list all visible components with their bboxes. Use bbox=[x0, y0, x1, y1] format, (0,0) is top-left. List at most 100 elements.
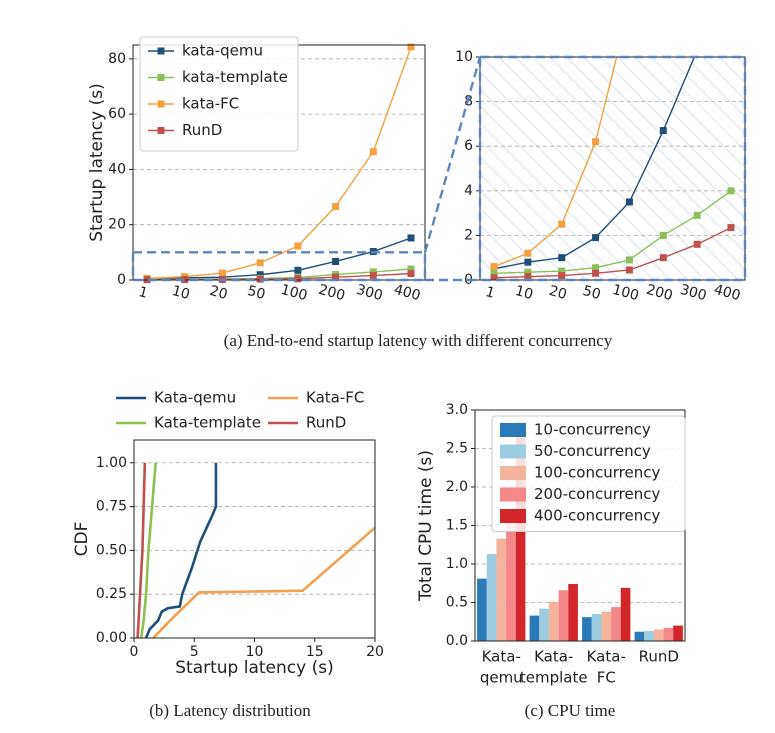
x-tick-label: FC bbox=[597, 669, 616, 687]
zoom-connector bbox=[423, 56, 482, 253]
marker bbox=[256, 271, 264, 279]
bar bbox=[568, 584, 578, 641]
legend-label: 400-concurrency bbox=[534, 507, 660, 525]
y-tick-label: 0.50 bbox=[96, 542, 127, 558]
x-tick-label: 400 bbox=[712, 282, 742, 304]
bar bbox=[548, 601, 559, 641]
caption: (b) Latency distribution bbox=[149, 701, 311, 720]
x-tick-label: Kata- bbox=[482, 648, 521, 666]
x-tick-label: 300 bbox=[678, 282, 708, 304]
series-line bbox=[493, 190, 732, 275]
x-tick-label: 10 bbox=[246, 644, 264, 660]
y-axis-label: Total CPU time (s) bbox=[416, 450, 436, 602]
y-tick-label: 0 bbox=[117, 272, 126, 288]
y-tick-label: 10 bbox=[455, 49, 473, 65]
marker bbox=[558, 254, 566, 262]
legend-label: 200-concurrency bbox=[534, 485, 660, 503]
marker bbox=[490, 269, 498, 277]
x-tick-label: 5 bbox=[190, 644, 199, 660]
legend-swatch bbox=[500, 509, 526, 523]
bar bbox=[591, 614, 602, 641]
axes-frame bbox=[133, 439, 376, 639]
plot-area bbox=[136, 462, 376, 639]
marker bbox=[332, 202, 340, 210]
caption: (a) End-to-end startup latency with diff… bbox=[224, 331, 613, 350]
marker bbox=[693, 211, 701, 219]
legend-swatch bbox=[500, 487, 526, 502]
y-tick-label: 2 bbox=[464, 227, 473, 243]
x-tick-label: 200 bbox=[317, 282, 347, 304]
bar bbox=[477, 578, 487, 641]
x-tick-label: 50 bbox=[581, 283, 602, 303]
x-tick-label: 20 bbox=[547, 283, 568, 303]
y-tick-label: 40 bbox=[108, 161, 126, 177]
x-tick-label: 20 bbox=[366, 644, 384, 660]
legend-marker bbox=[157, 47, 165, 55]
x-tick-label: RunD bbox=[639, 648, 679, 666]
x-tick-label: 1 bbox=[484, 284, 497, 302]
marker bbox=[592, 264, 600, 272]
y-tick-label: 0.75 bbox=[96, 499, 127, 515]
legend-label: Kata-qemu bbox=[154, 389, 236, 407]
bar bbox=[620, 587, 631, 641]
legend-marker bbox=[157, 127, 165, 134]
x-tick-label: Kata- bbox=[534, 648, 573, 666]
y-axis-label: CDF bbox=[72, 522, 92, 557]
x-tick-label: 10 bbox=[170, 283, 191, 303]
marker bbox=[490, 263, 498, 271]
y-tick-label: 6 bbox=[464, 138, 473, 154]
marker bbox=[727, 224, 735, 232]
marker bbox=[490, 274, 498, 280]
x-tick-label: 200 bbox=[644, 282, 674, 304]
y-axis-label: Startup latency (s) bbox=[87, 83, 107, 241]
series-line bbox=[493, 226, 732, 279]
marker bbox=[369, 268, 377, 276]
y-tick-label: 20 bbox=[108, 217, 126, 233]
bar bbox=[539, 608, 549, 641]
marker bbox=[625, 266, 633, 274]
legend-label: Kata-FC bbox=[306, 389, 364, 407]
legend-swatch bbox=[500, 423, 526, 437]
marker bbox=[332, 257, 340, 265]
zoom-frame bbox=[478, 55, 747, 282]
y-tick-label: 0.0 bbox=[446, 633, 468, 649]
legend-marker bbox=[157, 74, 165, 81]
marker bbox=[294, 242, 302, 250]
bar bbox=[634, 631, 645, 641]
y-tick-label: 2.0 bbox=[446, 479, 468, 495]
legend-marker bbox=[157, 100, 165, 108]
y-tick-label: 0.5 bbox=[446, 595, 468, 611]
marker bbox=[294, 275, 302, 283]
marker bbox=[592, 138, 600, 146]
y-tick-label: 1.5 bbox=[446, 518, 468, 534]
plot-area bbox=[490, 57, 735, 280]
series-line bbox=[146, 237, 412, 280]
legend-label: 10-concurrency bbox=[534, 421, 651, 439]
y-tick-label: 3.0 bbox=[446, 402, 468, 418]
marker bbox=[524, 249, 532, 257]
legend-box bbox=[139, 36, 299, 152]
marker bbox=[727, 187, 735, 195]
bar bbox=[496, 538, 507, 641]
series-line bbox=[493, 57, 618, 268]
marker bbox=[659, 127, 667, 135]
x-tick-label: template bbox=[520, 669, 588, 687]
legend-label: RunD bbox=[182, 121, 222, 139]
y-tick-label: 80 bbox=[108, 51, 126, 67]
marker bbox=[524, 273, 532, 280]
legend-label: kata-qemu bbox=[182, 42, 263, 60]
y-tick-label: 60 bbox=[108, 106, 126, 122]
x-tick-label: 0 bbox=[130, 644, 139, 660]
y-tick-label: 2.5 bbox=[446, 441, 468, 457]
x-tick-label: 100 bbox=[279, 282, 309, 304]
bar bbox=[506, 519, 516, 641]
legend-label: RunD bbox=[306, 414, 346, 432]
marker bbox=[218, 269, 226, 277]
x-tick-label: 15 bbox=[306, 644, 324, 660]
x-tick-label: 100 bbox=[611, 282, 641, 304]
legend-swatch bbox=[500, 444, 526, 459]
marker bbox=[558, 272, 566, 280]
x-tick-label: 300 bbox=[354, 282, 384, 304]
marker bbox=[592, 269, 600, 277]
